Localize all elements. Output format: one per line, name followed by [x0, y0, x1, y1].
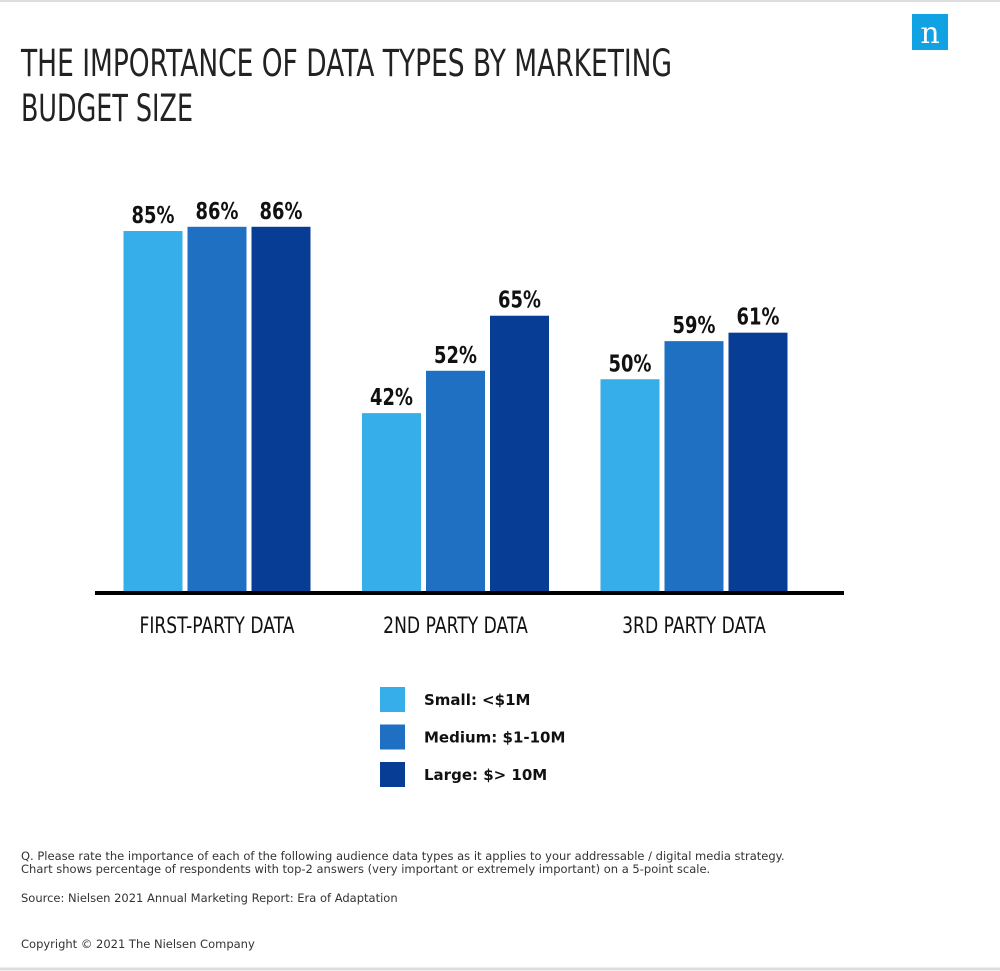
- value-label: 42%: [370, 384, 413, 411]
- copyright: Copyright © 2021 The Nielsen Company: [21, 937, 255, 951]
- legend-label: Large: $> 10M: [424, 766, 547, 784]
- logo-box: [912, 14, 948, 50]
- legend-swatch: [380, 762, 405, 787]
- chart-title: THE IMPORTANCE OF DATA TYPES BY MARKETIN…: [20, 42, 672, 85]
- value-label: 85%: [132, 202, 175, 229]
- value-label: 59%: [673, 312, 716, 339]
- value-label: 86%: [260, 198, 303, 225]
- x-tick-label: 3RD PARTY DATA: [622, 613, 766, 639]
- bar: [123, 231, 183, 591]
- note: Chart shows percentage of respondents wi…: [21, 862, 711, 876]
- bar: [664, 341, 724, 591]
- value-label: 50%: [609, 350, 652, 377]
- bar: [251, 226, 311, 592]
- value-label: 52%: [434, 342, 477, 369]
- value-label: 86%: [196, 198, 239, 225]
- source: Source: Nielsen 2021 Annual Marketing Re…: [21, 891, 398, 905]
- x-tick-label: 2ND PARTY DATA: [383, 613, 528, 639]
- bar: [490, 315, 549, 591]
- bar: [362, 413, 421, 591]
- logo: n: [920, 16, 939, 51]
- value-label: 61%: [737, 303, 780, 330]
- plot: FIRST-PARTY DATA 85% 86% 86% 2ND PARTY DATA 4…: [123, 198, 788, 787]
- legend-swatch: [380, 724, 405, 750]
- legend-label: Medium: $1-10M: [424, 729, 565, 747]
- bar: [728, 332, 788, 591]
- value-label: 65%: [498, 287, 541, 314]
- legend-swatch: [380, 687, 405, 712]
- bar: [426, 370, 485, 591]
- bar: [600, 379, 660, 591]
- x-tick-label: FIRST-PARTY DATA: [139, 613, 294, 639]
- note: Q. Please rate the importance of each of…: [21, 849, 785, 863]
- chart-title: BUDGET SIZE: [21, 87, 193, 130]
- legend-label: Small: <$1M: [424, 691, 530, 709]
- bar: [187, 226, 247, 592]
